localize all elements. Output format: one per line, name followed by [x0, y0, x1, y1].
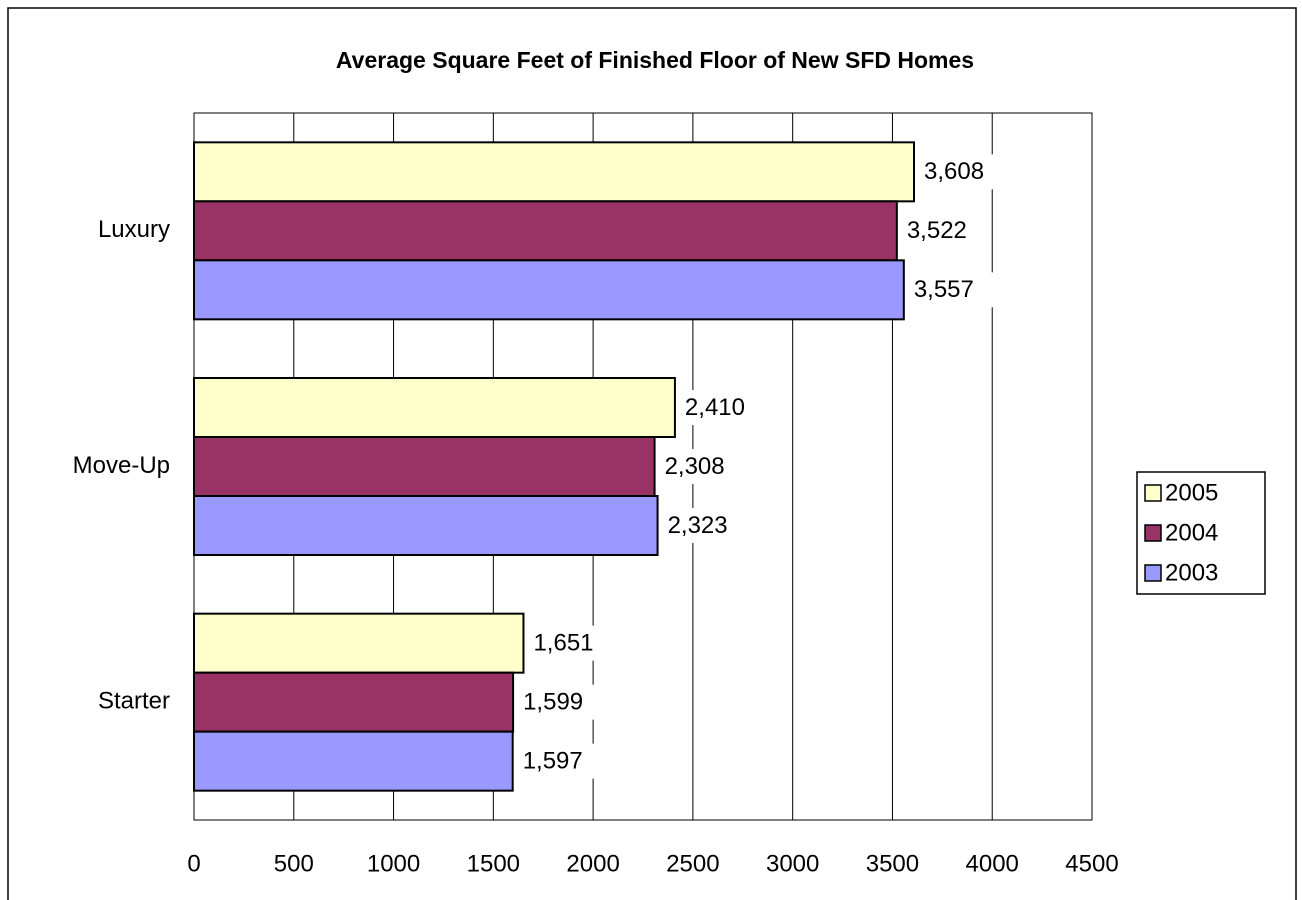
x-tick-label: 3000 — [766, 850, 819, 877]
bar — [193, 671, 515, 733]
data-label: 1,651 — [533, 630, 593, 657]
label-bg — [907, 272, 998, 308]
x-tick-label: 4000 — [966, 850, 1019, 877]
legend-label: 2003 — [1165, 559, 1218, 586]
chart-title: Average Square Feet of Finished Floor of… — [336, 47, 974, 73]
label-bg — [900, 213, 991, 249]
x-tick-label: 0 — [187, 850, 200, 877]
chart-frame — [7, 7, 1297, 900]
bar — [193, 377, 676, 438]
data-label: 2,323 — [668, 512, 728, 539]
bar — [193, 730, 514, 792]
legend-label: 2005 — [1165, 479, 1218, 506]
legend-swatch — [1144, 484, 1162, 502]
label-bg — [917, 154, 1008, 190]
bar — [193, 200, 898, 262]
x-tick-label: 500 — [274, 850, 314, 877]
x-tick-label: 2500 — [666, 850, 719, 877]
data-label: 3,522 — [907, 217, 967, 244]
data-label: 2,308 — [665, 453, 725, 480]
y-tick-label: Move-Up — [73, 452, 170, 479]
bar — [193, 495, 659, 556]
bar — [193, 436, 656, 497]
label-bg — [517, 684, 608, 720]
x-tick-label: 1500 — [467, 850, 520, 877]
data-label: 3,557 — [914, 276, 974, 303]
legend-swatch — [1144, 524, 1162, 542]
bar — [193, 259, 905, 321]
data-label: 1,599 — [523, 689, 583, 716]
data-label: 3,608 — [924, 158, 984, 185]
x-tick-label: 1000 — [367, 850, 420, 877]
x-tick-label: 2000 — [566, 850, 619, 877]
y-tick-label: Starter — [98, 688, 170, 715]
x-tick-label: 3500 — [866, 850, 919, 877]
label-bg — [516, 743, 607, 779]
bar — [193, 141, 915, 203]
x-tick-label: 4500 — [1065, 850, 1118, 877]
legend-swatch — [1144, 564, 1162, 582]
label-bg — [678, 390, 769, 425]
label-bg — [661, 508, 752, 543]
data-label: 2,410 — [685, 394, 745, 421]
legend-label: 2004 — [1165, 519, 1218, 546]
label-bg — [527, 625, 618, 661]
label-bg — [658, 449, 749, 484]
bar — [193, 612, 525, 674]
data-label: 1,597 — [523, 748, 583, 775]
y-tick-label: Luxury — [98, 216, 170, 243]
